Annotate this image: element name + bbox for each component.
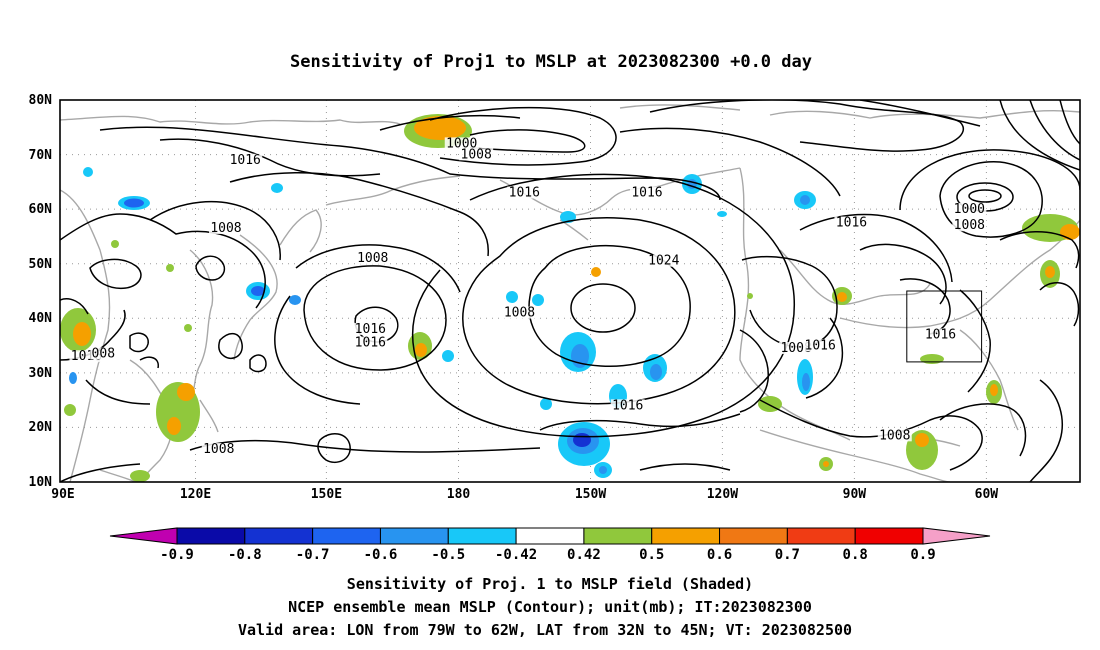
lon-label-90w: 90W xyxy=(843,487,867,502)
lat-label-60n: 60N xyxy=(29,202,53,217)
colorbar-tick-label: -0.5 xyxy=(431,547,465,563)
colorbar-tick-label: -0.9 xyxy=(160,547,194,563)
contour-label: 1016 xyxy=(355,322,386,337)
colorbar-tick-label: -0.42 xyxy=(495,547,537,563)
lat-label-70n: 70N xyxy=(29,148,53,163)
map-frame-border xyxy=(59,99,1081,483)
colorbar-tick-label: 0.42 xyxy=(567,547,601,563)
contour-label: 1016 xyxy=(836,216,867,231)
contour-label: 1016 xyxy=(355,336,386,351)
contour-label: 1024 xyxy=(648,254,679,269)
colorbar-tick-label: 0.7 xyxy=(775,547,800,563)
contour-label: 1016 xyxy=(925,327,956,342)
colorbar-swatch xyxy=(719,527,788,545)
colorbar-tick-label: -0.6 xyxy=(364,547,398,563)
lon-label-180: 180 xyxy=(447,487,471,502)
latitude-labels: 80N 70N 60N 50N 40N 30N 20N 10N xyxy=(29,93,53,490)
lon-label-120e: 120E xyxy=(180,487,211,502)
contour-label-background xyxy=(228,153,263,166)
contour-label: 1000 xyxy=(446,136,477,151)
colorbar-tick-label: -0.7 xyxy=(296,547,330,563)
contour-label-background xyxy=(208,221,243,234)
contour-label: 1016 xyxy=(230,153,261,168)
colorbar-left-arrow xyxy=(109,527,178,545)
lat-label-50n: 50N xyxy=(29,257,53,272)
colorbar-swatch xyxy=(854,527,924,545)
colorbar-swatch xyxy=(312,527,381,545)
lon-label-90e: 90E xyxy=(51,487,74,502)
colorbar-tick-label: 0.9 xyxy=(910,547,935,563)
contour-label: 1016 xyxy=(631,186,662,201)
colorbar-swatch xyxy=(379,527,449,545)
lat-label-30n: 30N xyxy=(29,366,53,381)
colorbar-tick-label: 0.6 xyxy=(707,547,732,563)
contour-label-background xyxy=(629,186,664,199)
contour-label-background xyxy=(610,399,645,412)
contour-label-background xyxy=(952,219,987,232)
caption-line-3: Valid area: LON from 79W to 62W, LAT fro… xyxy=(238,621,852,639)
lon-label-150w: 150W xyxy=(575,487,606,502)
contour-label: 1016 xyxy=(612,398,643,413)
contour-label-background xyxy=(502,306,537,319)
contour-label: 1008 xyxy=(879,428,910,443)
contour-label-background xyxy=(459,148,494,161)
contour-label: 1016 xyxy=(509,186,540,201)
map-title: Sensitivity of Proj1 to MSLP at 20230823… xyxy=(290,52,812,72)
contour-label-background xyxy=(646,254,681,267)
contour-label-background xyxy=(353,336,388,349)
lon-label-120w: 120W xyxy=(707,487,738,502)
contour-label: 1000 xyxy=(954,202,985,217)
colorbar-swatch xyxy=(515,527,585,545)
contour-label-background xyxy=(803,339,838,352)
lat-label-80n: 80N xyxy=(29,93,53,108)
colorbar-swatch xyxy=(786,527,856,545)
lon-label-60w: 60W xyxy=(975,487,999,502)
contour-label: 1008 xyxy=(357,251,388,266)
lat-label-40n: 40N xyxy=(29,311,53,326)
coastlines xyxy=(60,104,1080,482)
contour-label-background xyxy=(952,202,987,215)
contour-label-background xyxy=(90,347,117,360)
caption-line-1: Sensitivity of Proj. 1 to MSLP field (Sh… xyxy=(347,575,753,593)
lon-label-150e: 150E xyxy=(311,487,342,502)
contour-label-background xyxy=(444,137,479,150)
mslp-contours xyxy=(60,100,1080,482)
colorbar-swatch xyxy=(176,527,246,545)
colorbar-swatch xyxy=(651,527,721,545)
colorbar-swatch xyxy=(447,527,517,545)
contour-label: 008 xyxy=(92,346,115,361)
contour-label: 1008 xyxy=(210,221,241,236)
lat-label-20n: 20N xyxy=(29,420,53,435)
colorbar-right-arrow xyxy=(922,527,991,545)
colorbar-swatch xyxy=(244,527,314,545)
contour-label: 1016 xyxy=(805,338,836,353)
contour-label-background xyxy=(201,442,236,455)
colorbar-tick-labels: -0.9 -0.8 -0.7 -0.6 -0.5 -0.42 0.42 0.5 0.6 0.7 0.… xyxy=(160,547,936,563)
colorbar xyxy=(109,527,991,545)
lat-label-10n: 10N xyxy=(29,475,53,490)
contour-label-background xyxy=(834,216,869,229)
contour-label-background xyxy=(923,328,958,341)
colorbar-tick-label: 0.8 xyxy=(843,547,868,563)
contour-label-background xyxy=(353,322,388,335)
contour-label-background xyxy=(507,186,542,199)
contour-label: 1008 xyxy=(461,147,492,162)
colorbar-tick-label: -0.8 xyxy=(228,547,262,563)
colorbar-tick-label: 0.5 xyxy=(639,547,664,563)
contour-label: 1008 xyxy=(203,442,234,457)
valid-area-box xyxy=(906,290,983,363)
caption-line-2: NCEP ensemble mean MSLP (Contour); unit(… xyxy=(288,598,812,616)
contour-label-background xyxy=(877,429,912,442)
contour-label: 1008 xyxy=(504,306,535,321)
contour-label-background xyxy=(355,251,390,264)
colorbar-swatch xyxy=(583,527,653,545)
longitude-labels: 90E 120E 150E 180 150W 120W 90W 60W xyxy=(51,487,998,502)
contour-label: 1008 xyxy=(954,218,985,233)
